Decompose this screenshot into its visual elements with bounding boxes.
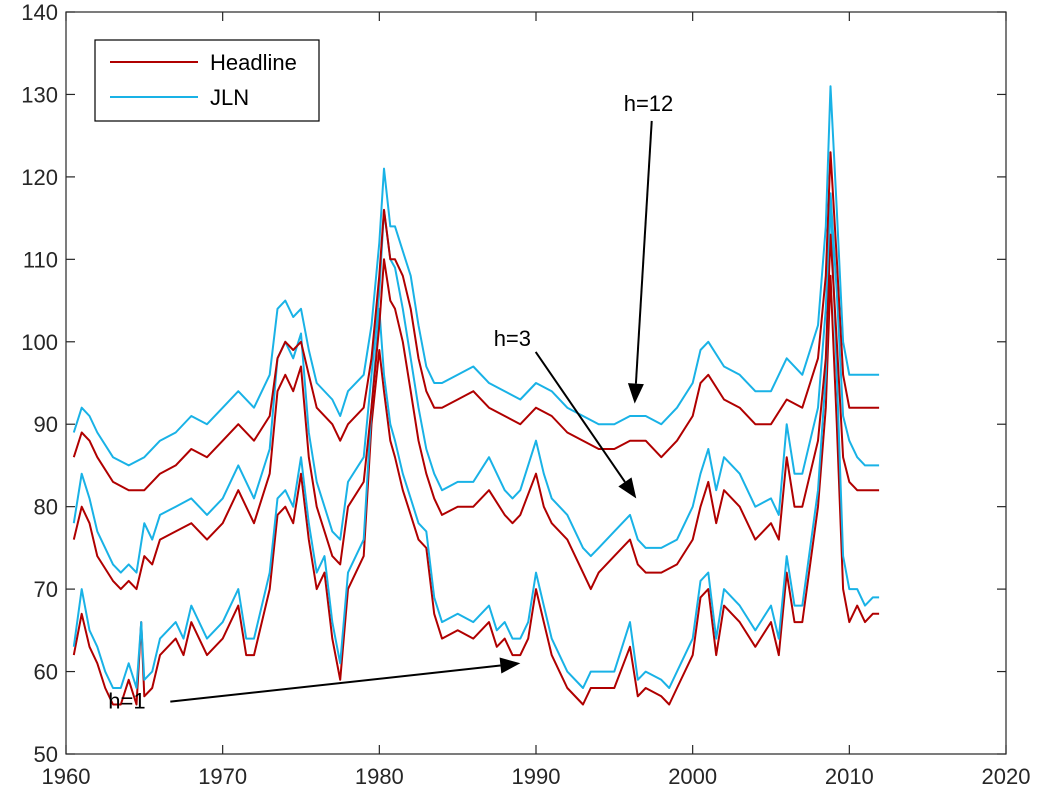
annotation-label: h=1 (108, 689, 145, 714)
x-tick-label: 1990 (512, 764, 561, 789)
y-tick-label: 140 (21, 0, 58, 25)
axes-layer: 1960 1970 1980 1990 2000 2010 2020 50 60 70 80 90 10… (21, 0, 1030, 789)
x-tick-label: 1980 (355, 764, 404, 789)
x-tick-label: 2010 (825, 764, 874, 789)
legend-label-headline: Headline (210, 50, 297, 75)
series-line-jln-h1 (72, 192, 880, 689)
y-tick-label: 70 (34, 577, 58, 602)
x-tick-label: 1960 (42, 764, 91, 789)
y-tick-label: 60 (34, 660, 58, 685)
series-line-headline-h12 (72, 151, 880, 492)
x-tick-label: 1970 (198, 764, 247, 789)
annotation-arrowhead (627, 383, 644, 404)
y-tick-label: 80 (34, 495, 58, 520)
y-tick-label: 100 (21, 330, 58, 355)
y-tick-label: 90 (34, 412, 58, 437)
y-tick-label: 120 (21, 165, 58, 190)
y-tick-label: 130 (21, 82, 58, 107)
series-line-jln-h3 (72, 192, 880, 574)
series-layer (72, 85, 880, 706)
annotation-arrowhead (499, 657, 521, 674)
legend-box (94, 39, 320, 122)
legend-label-jln: JLN (210, 85, 249, 110)
annotation-label: h=12 (624, 91, 674, 116)
y-tick-label: 50 (34, 742, 58, 767)
annotation-arrow (634, 120, 653, 384)
annotation-layer: h=12 h=3 h=1 (108, 91, 673, 714)
x-tick-label: 2020 (982, 764, 1031, 789)
annotation-arrowhead (618, 477, 637, 499)
series-line-headline-h3 (72, 233, 880, 591)
y-tick-label: 110 (23, 247, 58, 272)
annotation-arrow (534, 351, 626, 483)
series-line-headline-h1 (72, 274, 880, 706)
x-tick-label: 2000 (668, 764, 717, 789)
legend: Headline JLN (94, 39, 320, 122)
annotation-arrow (170, 664, 501, 703)
annotation-label: h=3 (494, 326, 531, 351)
series-line-jln-h12 (72, 85, 880, 467)
